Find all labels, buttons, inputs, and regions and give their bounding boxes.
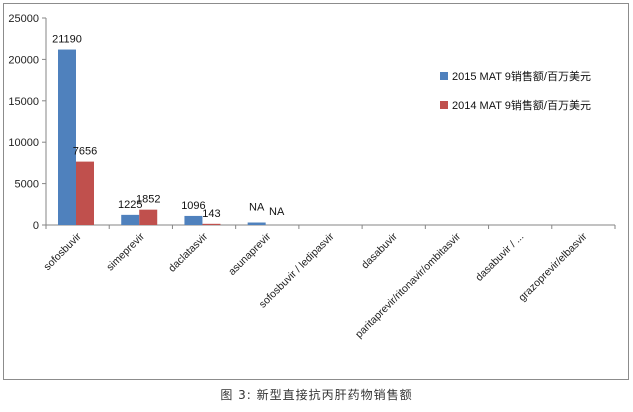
- bar: [184, 215, 203, 225]
- data-label: 143: [202, 208, 220, 220]
- data-label: 1852: [136, 194, 160, 206]
- y-tick-label: 25000: [8, 13, 39, 25]
- legend: 2015 MAT 9销售额/百万美元 2014 MAT 9销售额/百万美元: [440, 69, 591, 112]
- bar: [121, 214, 140, 225]
- bar: [202, 223, 221, 225]
- legend-label: 2014 MAT 9销售额/百万美元: [452, 98, 591, 112]
- y-tick-label: 15000: [8, 96, 39, 108]
- legend-label: 2015 MAT 9销售额/百万美元: [452, 69, 591, 83]
- y-tick-label: 0: [33, 220, 39, 232]
- legend-swatch: [440, 72, 448, 80]
- chart-frame: [3, 3, 629, 380]
- y-tick-label: 10000: [8, 137, 39, 149]
- legend-swatch: [440, 101, 448, 109]
- y-tick-label: 5000: [15, 179, 39, 191]
- y-tick-label: 20000: [8, 54, 39, 66]
- data-label: NA: [269, 206, 285, 218]
- data-label: 1225: [118, 199, 142, 211]
- figure-caption: 图 3: 新型直接抗丙肝药物销售额: [220, 388, 413, 402]
- bar: [139, 209, 158, 225]
- data-label: 21190: [52, 34, 82, 46]
- data-label: 1096: [181, 200, 205, 212]
- data-label: 7656: [73, 146, 97, 158]
- bar: [247, 222, 266, 225]
- bar: [58, 49, 76, 225]
- data-label: NA: [249, 202, 265, 214]
- bars: [58, 49, 266, 225]
- bar: [76, 161, 94, 225]
